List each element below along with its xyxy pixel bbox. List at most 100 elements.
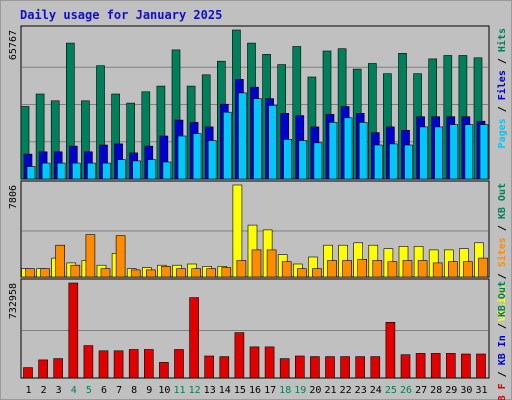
day-label: 8 xyxy=(131,385,137,396)
legend-label: Pages / Files / Hits xyxy=(496,28,508,148)
bar-pages-day-12 xyxy=(192,133,202,180)
day-label: 20 xyxy=(309,385,321,396)
legend-part: / xyxy=(497,52,508,70)
bar-sites-day-19 xyxy=(296,268,307,278)
bar-kb-f-day-30 xyxy=(461,353,471,379)
bar-pages-day-1 xyxy=(26,166,36,180)
day-label: 11 xyxy=(173,385,185,396)
bar-kb-f-day-13 xyxy=(204,355,214,379)
bar-kb-f-day-2 xyxy=(38,359,48,379)
bar-pages-day-30 xyxy=(464,124,474,180)
bar-sites-day-14 xyxy=(221,267,232,278)
day-label: 18 xyxy=(279,385,291,396)
day-axis: 1 2 3 4 5 6 7 8 9 10 11 12 13 14 15 16 17 18 19 20 21 22 23 24 2… xyxy=(25,385,487,396)
bar-sites-day-10 xyxy=(161,266,171,278)
day-label: 13 xyxy=(204,385,216,396)
bar-pages-day-14 xyxy=(223,111,232,180)
day-label: 12 xyxy=(189,385,201,396)
bar-kb-f-day-26 xyxy=(400,354,411,379)
bar-kb-f-day-1 xyxy=(23,367,33,379)
bar-kb-f-day-3 xyxy=(53,358,64,379)
day-label: 26 xyxy=(400,385,412,396)
bar-kb-f-day-15 xyxy=(234,332,245,379)
legend-part: / xyxy=(497,317,508,335)
bar-kb-f-day-7 xyxy=(113,350,124,379)
day-label: 23 xyxy=(355,385,367,396)
day-label: 17 xyxy=(264,385,276,396)
bar-sites-day-7 xyxy=(115,235,126,278)
bar-sites-day-21 xyxy=(327,260,337,278)
bar-sites-day-12 xyxy=(191,268,201,278)
bar-pages-day-5 xyxy=(87,162,96,180)
bar-pages-day-17 xyxy=(268,105,277,180)
bar-sites-day-15 xyxy=(236,260,247,278)
bar-kb-f-day-25 xyxy=(385,321,396,379)
bar-sites-day-20 xyxy=(312,268,322,278)
legend-part: KB Out xyxy=(497,281,508,317)
legend-part: Pages xyxy=(497,118,508,148)
bar-sites-day-17 xyxy=(266,249,277,278)
bar-pages-day-25 xyxy=(389,143,398,180)
bar-pages-day-9 xyxy=(147,159,157,180)
legend-part: Files xyxy=(496,70,508,100)
bar-pages-day-11 xyxy=(177,135,187,180)
bar-sites-day-1 xyxy=(25,268,35,278)
bar-sites-day-25 xyxy=(387,261,398,278)
bar-pages-day-27 xyxy=(419,126,428,180)
legend-part: / xyxy=(497,267,508,285)
bar-sites-day-11 xyxy=(176,268,186,278)
bar-pages-day-15 xyxy=(238,92,247,180)
legend-label: KB F / KB In / KB Out xyxy=(497,281,508,400)
day-label: 14 xyxy=(219,385,231,396)
bar-pages-day-2 xyxy=(41,162,51,180)
bar-sites-day-2 xyxy=(40,268,50,278)
bar-pages-day-28 xyxy=(434,126,444,180)
day-label: 9 xyxy=(146,385,152,396)
day-label: 30 xyxy=(460,385,472,396)
day-label: 27 xyxy=(415,385,427,396)
bar-pages-day-13 xyxy=(207,140,217,180)
bar-pages-day-7 xyxy=(117,159,126,180)
bar-sites-day-29 xyxy=(447,261,458,278)
bar-kb-f-day-8 xyxy=(128,349,139,379)
legend-part: KB In xyxy=(497,335,508,365)
bar-sites-day-24 xyxy=(372,260,383,278)
bar-kb-f-day-6 xyxy=(98,350,109,379)
day-label: 19 xyxy=(294,385,306,396)
day-label: 1 xyxy=(25,385,31,396)
bar-pages-day-26 xyxy=(404,144,413,180)
legend-part: KB Out xyxy=(497,183,508,219)
day-label: 3 xyxy=(56,385,62,396)
bar-sites-day-31 xyxy=(478,257,488,278)
bar-pages-day-31 xyxy=(479,124,489,180)
bar-kb-f-day-31 xyxy=(476,353,486,379)
bar-pages-day-8 xyxy=(132,160,141,180)
day-label: 7 xyxy=(116,385,122,396)
bar-sites-day-30 xyxy=(463,261,473,278)
day-label: 28 xyxy=(430,385,442,396)
day-label: 22 xyxy=(340,385,352,396)
bar-pages-day-18 xyxy=(283,139,293,180)
day-label: 10 xyxy=(158,385,170,396)
bar-kb-f-day-18 xyxy=(279,358,290,379)
bar-sites-day-16 xyxy=(251,249,262,278)
bar-kb-f-day-9 xyxy=(144,349,154,379)
day-label: 2 xyxy=(41,385,47,396)
legend-part: KB F xyxy=(497,383,508,400)
bar-sites-day-6 xyxy=(100,268,111,278)
bar-kb-f-day-21 xyxy=(325,356,335,379)
bar-sites-day-9 xyxy=(146,269,156,278)
bar-kb-f-day-29 xyxy=(445,353,456,379)
bar-kb-f-day-16 xyxy=(249,346,260,379)
legend-part: Sites xyxy=(496,237,508,267)
bar-kb-f-day-5 xyxy=(83,345,94,379)
day-label: 5 xyxy=(86,385,92,396)
bar-pages-day-3 xyxy=(56,162,66,180)
chart-title: Daily usage for January 2025 xyxy=(20,8,222,22)
y-max-label: 65767 xyxy=(8,30,19,60)
bar-kb-f-day-11 xyxy=(174,349,184,379)
bar-kb-f-day-20 xyxy=(310,356,320,379)
panel-hits-files-pages: 65767 Pages / Files / Hits xyxy=(8,25,508,180)
bar-pages-day-19 xyxy=(298,140,308,180)
